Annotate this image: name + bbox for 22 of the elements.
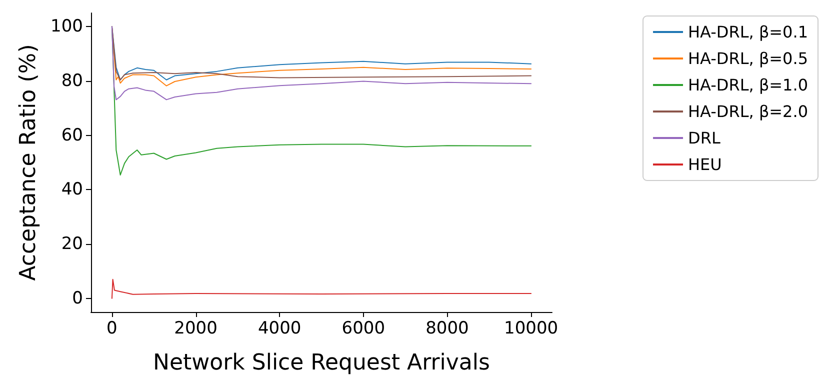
y-tick-label: 80 [61,70,83,91]
y-tick-label: 0 [72,288,83,308]
y-tick-label: 60 [61,125,83,146]
y-tick-label: 100 [50,16,83,37]
legend-label: DRL [688,128,720,148]
x-tick-label: 10000 [504,318,558,338]
x-tick-label: 8000 [426,318,469,338]
x-tick-label: 6000 [342,318,386,338]
legend-label: HA-DRL, β=1.0 [688,76,808,94]
x-tick-label: 2000 [174,318,218,338]
x-tick-label: 4000 [258,318,302,338]
legend-label: HA-DRL, β=2.0 [688,102,808,121]
y-tick-label: 40 [61,180,83,200]
legend-label: HA-DRL, β=0.5 [688,49,808,68]
legend-label: HA-DRL, β=0.1 [688,22,808,42]
line-series [111,278,532,299]
x-tick-label: 0 [106,318,118,338]
x-axis-title: Network Slice Request Arrivals [153,350,490,376]
y-tick-label: 20 [61,234,83,254]
legend-label: HEU [688,155,722,174]
y-axis-title: Acceptance Ratio (%) [16,44,42,281]
line-series [111,26,532,100]
